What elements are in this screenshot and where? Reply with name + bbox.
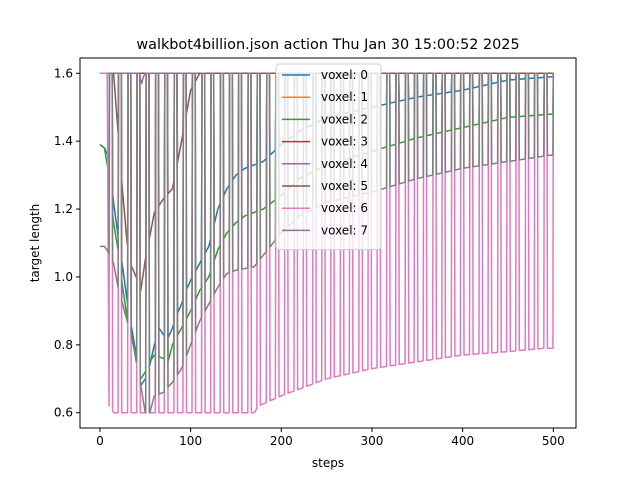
legend-label: voxel: 6 — [321, 201, 368, 215]
legend-label: voxel: 4 — [321, 157, 368, 171]
legend-label: voxel: 3 — [321, 135, 368, 149]
x-tick-label: 400 — [451, 434, 474, 448]
legend-label: voxel: 0 — [321, 68, 368, 82]
legend-label: voxel: 7 — [321, 223, 368, 237]
y-tick-label: 1.2 — [54, 202, 73, 216]
y-axis-label: target length — [28, 204, 42, 283]
x-tick-label: 0 — [96, 434, 104, 448]
x-axis-ticks: 0 100 200 300 400 500 — [96, 428, 565, 448]
y-tick-label: 0.8 — [54, 338, 73, 352]
y-tick-label: 1.6 — [54, 66, 73, 80]
y-tick-label: 1.4 — [54, 134, 73, 148]
legend-label: voxel: 1 — [321, 90, 368, 104]
plot-frame — [79, 57, 577, 429]
legend-label: voxel: 5 — [321, 179, 368, 193]
x-tick-label: 100 — [179, 434, 202, 448]
y-tick-label: 1.0 — [54, 270, 73, 284]
y-tick-label: 0.6 — [54, 406, 73, 420]
legend-label: voxel: 2 — [321, 112, 368, 126]
chart-title: walkbot4billion.json action Thu Jan 30 1… — [136, 37, 519, 53]
y-axis-ticks: 0.6 0.8 1.0 1.2 1.4 1.6 — [54, 66, 80, 420]
x-tick-label: 500 — [542, 434, 565, 448]
x-axis-label: steps — [312, 456, 344, 470]
x-tick-label: 200 — [270, 434, 293, 448]
x-tick-label: 300 — [361, 434, 384, 448]
legend: voxel: 0 voxel: 1 voxel: 2 voxel: 3 voxel: 4… — [275, 63, 382, 251]
legend-frame — [275, 63, 382, 251]
